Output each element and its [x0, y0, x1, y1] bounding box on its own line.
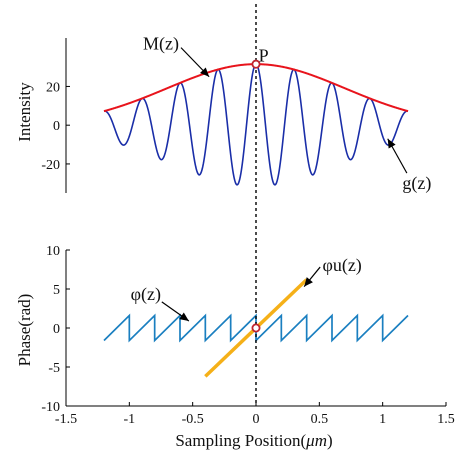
phase-y-tick-label: -5 — [48, 361, 60, 376]
intensity-annotations: M(z) Pg(z) — [143, 34, 431, 195]
intensity-y-tick-label: -20 — [41, 158, 60, 173]
phase-x-ticks: -1.5 -1 -0.5 0 0.5 1 1.5 — [55, 402, 455, 427]
phase-x-tick-label: -1 — [123, 412, 135, 427]
m-z-arrow-head — [200, 67, 210, 77]
phi-u-z-label: φu(z) — [322, 255, 361, 276]
phase-y-tick-label: 0 — [53, 322, 60, 337]
phase-annotations: φ(z) φu(z) — [131, 255, 362, 322]
phase-panel: -10 -5 0 5 10 -1.5 -1 -0.5 0 0.5 1 1.5 φ(z) φu(z) P… — [15, 244, 455, 450]
phase-x-tick-label: -0.5 — [182, 412, 204, 427]
phase-y-tick-label: -10 — [41, 400, 60, 415]
m-z-label: M(z) — [143, 34, 179, 55]
point-p-marker — [251, 59, 261, 69]
x-axis-label-close: ) — [327, 431, 333, 450]
phi-u-z-arrow-head — [304, 277, 313, 287]
phase-x-tick-label: 1 — [379, 412, 386, 427]
intensity-y-ticks: -20 0 20 — [41, 80, 70, 173]
phase-y-axis-label: Phase(rad) — [15, 294, 34, 367]
phase-origin-marker — [251, 323, 261, 333]
phase-y-ticks: -10 -5 0 5 10 — [41, 244, 70, 415]
intensity-y-tick-label: 20 — [46, 80, 60, 95]
x-axis-label-unit: μm — [305, 431, 327, 450]
phase-x-tick-label: 1.5 — [437, 412, 455, 427]
p-label: P — [259, 45, 269, 65]
phase-y-tick-label: 10 — [46, 244, 60, 259]
g-z-arrow-head — [387, 138, 396, 149]
intensity-y-tick-label: 0 — [53, 119, 60, 134]
phase-x-tick-label: 0 — [253, 412, 260, 427]
phase-x-tick-label: -1.5 — [55, 412, 77, 427]
phase-y-tick-label: 5 — [53, 283, 60, 298]
markers — [251, 59, 261, 333]
intensity-y-axis-label: Intensity — [15, 82, 34, 142]
x-axis-label-text: Sampling Position( — [175, 431, 306, 450]
g-z-label: g(z) — [402, 173, 431, 194]
phase-x-tick-label: 0.5 — [311, 412, 329, 427]
phase-x-axis-label: Sampling Position(μm) — [175, 431, 332, 450]
intensity-panel: -20 0 20 M(z) Pg(z) Intensity — [15, 34, 431, 195]
phi-z-label: φ(z) — [131, 284, 161, 305]
phi-z-arrow-head — [179, 312, 189, 321]
